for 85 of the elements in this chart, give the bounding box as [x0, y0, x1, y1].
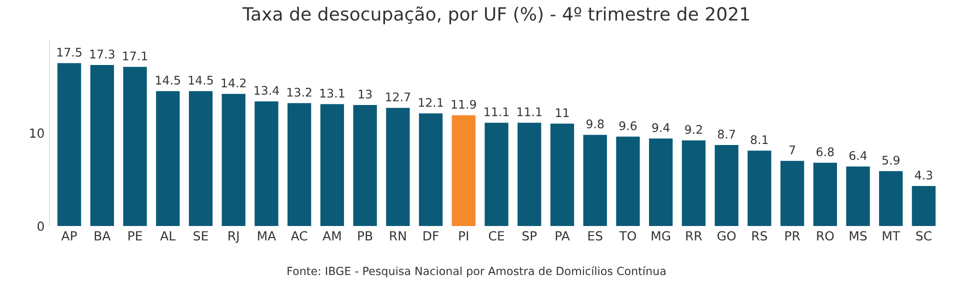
data-label: 13.4 — [254, 86, 279, 95]
x-tick-label: TO — [619, 231, 636, 241]
data-label: 4.3 — [914, 170, 932, 180]
x-tick-label: RO — [817, 231, 834, 241]
x-tick-label: RN — [390, 231, 406, 240]
bar — [912, 186, 936, 226]
data-label: 9.2 — [685, 125, 702, 134]
data-label: 11 — [556, 108, 569, 118]
data-label: 12.7 — [386, 92, 410, 102]
bar — [452, 115, 476, 226]
bar — [222, 94, 246, 226]
x-tick-label: SC — [916, 231, 932, 241]
bar — [287, 103, 312, 226]
data-label: 14.5 — [156, 76, 180, 85]
data-label: 17.1 — [123, 52, 148, 60]
bar — [57, 63, 82, 226]
x-tick-label: CE — [488, 231, 504, 241]
x-tick-label: AP — [61, 231, 77, 240]
bar — [714, 145, 738, 226]
data-label: 13.2 — [287, 88, 312, 97]
x-tick-label: BA — [94, 231, 111, 240]
bar — [386, 108, 410, 226]
data-label: 8.7 — [718, 130, 735, 139]
y-tick-label: 10 — [30, 128, 44, 138]
x-tick-label: SE — [194, 231, 208, 241]
bar — [418, 113, 443, 226]
bar — [748, 150, 772, 226]
bar — [616, 136, 640, 226]
x-tick-label: PI — [459, 231, 468, 240]
data-label: 6.4 — [849, 151, 867, 160]
bar — [254, 101, 278, 226]
data-label: 12.1 — [418, 98, 443, 107]
bar — [550, 124, 574, 226]
data-label: 17.5 — [57, 48, 82, 57]
bar — [780, 160, 804, 226]
data-label: 9.6 — [619, 121, 637, 130]
bar — [879, 171, 903, 226]
bar — [518, 122, 542, 226]
x-tick-label: AL — [160, 231, 176, 240]
data-label: 11.1 — [518, 107, 542, 116]
x-tick-label: MA — [258, 231, 276, 240]
x-tick-label: DF — [424, 231, 438, 240]
x-tick-label: PA — [556, 231, 570, 240]
x-tick-label: AC — [290, 231, 308, 241]
x-tick-label: SP — [522, 231, 537, 241]
chart-title: Taxa de desocupação, por UF (%) - 4º trimestre de 2021 — [242, 6, 749, 24]
x-tick-label: PR — [785, 231, 800, 240]
bar — [90, 65, 114, 226]
data-label: 17.3 — [90, 50, 114, 59]
x-tick-label: RS — [752, 231, 768, 241]
data-label: 13.1 — [320, 88, 344, 98]
data-label: 6.8 — [816, 147, 834, 156]
bar — [353, 105, 377, 226]
data-label: 8.1 — [750, 135, 768, 144]
bar — [123, 66, 147, 226]
data-label: 11.1 — [484, 107, 509, 116]
data-label: 5.9 — [882, 156, 900, 165]
bar — [846, 166, 870, 226]
x-tick-label: PE — [128, 231, 142, 240]
data-label: 9.4 — [652, 123, 670, 132]
bar — [682, 140, 706, 226]
x-tick-label: AM — [322, 231, 341, 240]
x-tick-label: MT — [882, 231, 900, 240]
bar — [484, 122, 508, 226]
bar — [188, 91, 213, 226]
x-tick-label: RR — [686, 231, 702, 240]
data-label: 7 — [790, 146, 796, 154]
data-label: 14.5 — [188, 76, 213, 85]
bar — [649, 138, 673, 226]
data-label: 13 — [358, 90, 372, 99]
bar — [320, 104, 344, 226]
x-tick-label: GO — [718, 231, 736, 241]
y-tick-label: 0 — [38, 221, 44, 231]
x-tick-label: ES — [588, 231, 602, 241]
data-label: 9.8 — [586, 119, 604, 128]
x-tick-label: MG — [652, 231, 670, 241]
data-label: 14.2 — [222, 78, 246, 88]
data-label: 11.9 — [452, 100, 476, 109]
bar — [156, 91, 180, 226]
bar — [813, 162, 837, 226]
x-tick-label: PB — [358, 231, 372, 240]
x-tick-label: MS — [850, 231, 867, 241]
source-note: Fonte: IBGE - Pesquisa Nacional por Amostra de Domicílios Contínua — [288, 266, 666, 278]
bar — [583, 134, 607, 226]
x-tick-label: RJ — [228, 231, 239, 243]
